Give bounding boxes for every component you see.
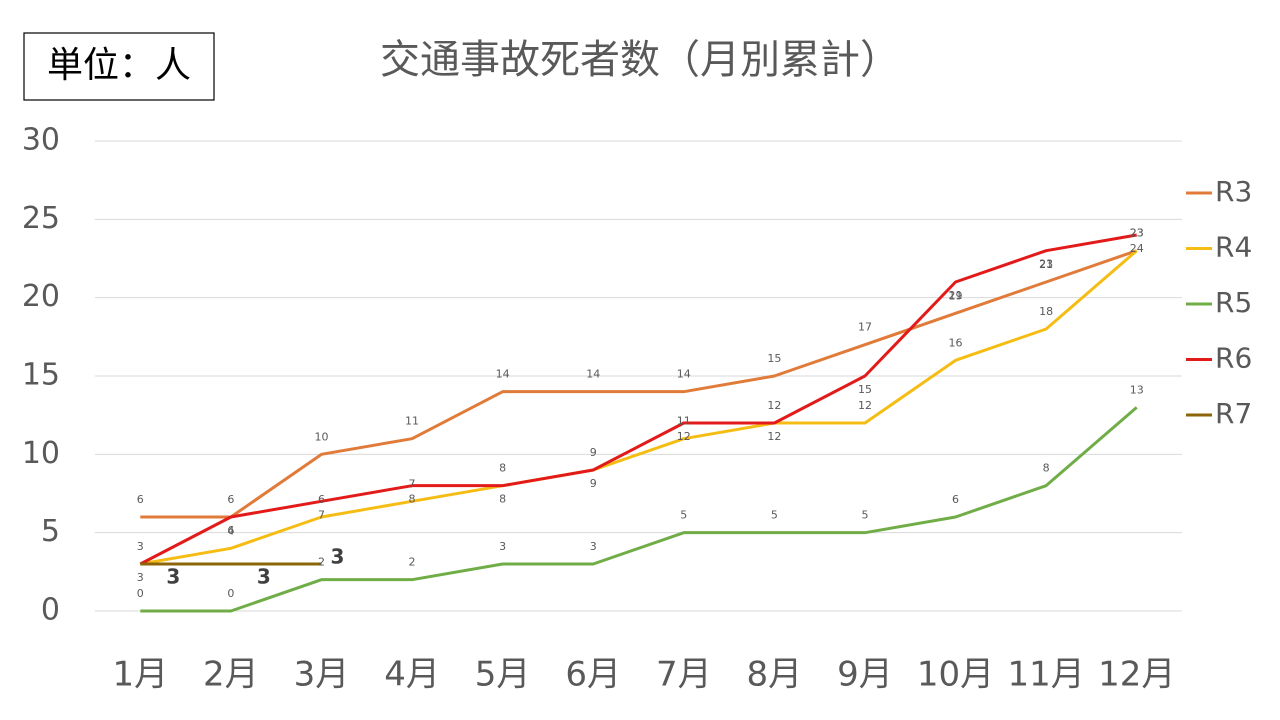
data-label: 3 xyxy=(137,540,144,553)
data-label: 6 xyxy=(227,493,234,506)
data-label: 3 xyxy=(137,571,144,584)
data-label: 3 xyxy=(499,540,506,553)
data-label: 12 xyxy=(858,399,872,412)
x-tick-label: 3月 xyxy=(294,655,350,695)
x-tick-label: 7月 xyxy=(656,655,712,695)
unit-box xyxy=(23,32,215,101)
y-tick-label: 30 xyxy=(22,123,60,158)
x-tick-label: 10月 xyxy=(917,655,994,695)
x-tick-label: 1月 xyxy=(112,655,168,695)
data-label: 19 xyxy=(949,289,963,302)
data-label: 9 xyxy=(590,477,597,490)
data-label: 5 xyxy=(771,509,778,522)
x-tick-label: 4月 xyxy=(384,655,440,695)
data-label: 0 xyxy=(227,587,234,600)
legend-label: R7 xyxy=(1215,397,1252,430)
data-label: 6 xyxy=(318,493,325,506)
data-label: 16 xyxy=(949,336,963,349)
data-label: 14 xyxy=(586,368,600,381)
data-label: 9 xyxy=(590,446,597,459)
x-tick-label: 6月 xyxy=(565,655,621,695)
x-tick-label: 2月 xyxy=(203,655,259,695)
x-tick-label: 11月 xyxy=(1007,655,1084,695)
unit-label: 単位：人 xyxy=(47,45,191,86)
data-label: 5 xyxy=(861,509,868,522)
x-tick-label: 12月 xyxy=(1098,655,1175,695)
x-tick-label: 5月 xyxy=(475,655,531,695)
series-line xyxy=(140,249,1138,519)
data-label: 14 xyxy=(496,368,510,381)
y-tick-label: 10 xyxy=(22,436,60,471)
series-line xyxy=(140,406,1138,613)
legend-label: R6 xyxy=(1215,342,1252,375)
y-tick-label: 20 xyxy=(22,279,60,314)
data-label: 2 xyxy=(318,556,325,569)
data-label: 8 xyxy=(499,493,506,506)
y-tick-label: 15 xyxy=(22,358,60,393)
data-label: 3 xyxy=(257,565,271,589)
data-label: 10 xyxy=(314,430,328,443)
data-label: 14 xyxy=(677,368,691,381)
data-label: 7 xyxy=(409,477,416,490)
x-tick-label: 9月 xyxy=(837,655,893,695)
y-tick-label: 5 xyxy=(41,514,60,549)
data-label: 12 xyxy=(767,399,781,412)
data-label: 12 xyxy=(677,430,691,443)
data-label: 18 xyxy=(1039,305,1053,318)
data-label: 24 xyxy=(1130,242,1144,255)
data-label: 13 xyxy=(1130,383,1144,396)
data-label: 2 xyxy=(409,556,416,569)
legend-label: R3 xyxy=(1215,175,1252,208)
data-label: 21 xyxy=(949,289,963,302)
data-label: 23 xyxy=(1130,227,1144,240)
data-label: 15 xyxy=(858,383,872,396)
chart-title: 交通事故死者数（月別累計） xyxy=(380,37,900,83)
data-label: 3 xyxy=(166,565,180,589)
data-label: 21 xyxy=(1039,258,1053,271)
data-label: 3 xyxy=(590,540,597,553)
data-label: 5 xyxy=(680,509,687,522)
x-tick-label: 8月 xyxy=(747,655,803,695)
y-tick-label: 25 xyxy=(22,201,60,236)
data-label: 11 xyxy=(677,415,691,428)
data-label: 8 xyxy=(499,462,506,475)
data-label: 7 xyxy=(318,508,325,521)
series-line xyxy=(139,233,1137,566)
data-label: 23 xyxy=(1039,258,1053,271)
data-label: 17 xyxy=(858,321,872,334)
data-label: 11 xyxy=(405,415,419,428)
data-label: 3 xyxy=(330,545,344,569)
data-label: 8 xyxy=(409,493,416,506)
data-label: 12 xyxy=(767,430,781,443)
data-label: 6 xyxy=(227,524,234,537)
legend-label: R4 xyxy=(1215,231,1252,264)
data-label: 6 xyxy=(137,493,144,506)
y-tick-label: 0 xyxy=(41,593,60,628)
data-label: 8 xyxy=(1043,462,1050,475)
data-label: 6 xyxy=(952,493,959,506)
data-label: 15 xyxy=(767,352,781,365)
data-label: 0 xyxy=(137,587,144,600)
data-label: 4 xyxy=(227,524,234,537)
legend-label: R5 xyxy=(1215,286,1252,319)
data-label: 23 xyxy=(1130,227,1144,240)
series-line xyxy=(140,249,1138,566)
